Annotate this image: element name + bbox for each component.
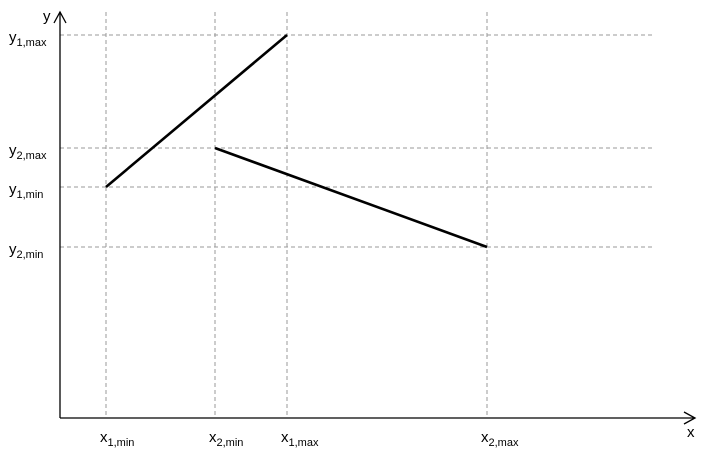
tick-label-x1-max: x1,max [281, 429, 319, 449]
guide-lines [60, 12, 652, 418]
tick-subscript-x1-min: 1,min [108, 437, 135, 449]
tick-subscript-x1-max: 1,max [289, 437, 319, 449]
tick-subscript-x2-min: 2,min [217, 437, 244, 449]
x-axis-arrow-icon [683, 411, 697, 425]
tick-subscript-y1-max: 1,max [17, 37, 47, 49]
tick-label-x1-min: x1,min [100, 429, 134, 449]
y-axis-label: y [43, 8, 51, 25]
axes: x y [43, 8, 697, 441]
tick-subscript-y1-min: 1,min [17, 189, 44, 201]
y-axis-arrow-icon [53, 10, 67, 24]
tick-subscript-y2-max: 2,max [17, 150, 47, 162]
tick-subscript-y2-min: 2,min [17, 249, 44, 261]
tick-label-y1-max: y1,max [9, 29, 47, 49]
segment-2 [214, 146, 488, 249]
tick-label-y2-min: y2,min [9, 241, 43, 261]
tick-label-x2-min: x2,min [209, 429, 243, 449]
x-axis-label: x [687, 424, 695, 441]
line-segments [105, 34, 488, 249]
tick-label-y2-max: y2,max [9, 142, 47, 162]
tick-label-y1-min: y1,min [9, 181, 43, 201]
segment-1 [105, 34, 288, 188]
tick-label-x2-max: x2,max [481, 429, 519, 449]
tick-labels: x1,min x2,min x1,max x2,max y1,max y2,max y1,m… [9, 29, 519, 449]
tick-subscript-x2-max: 2,max [489, 437, 519, 449]
